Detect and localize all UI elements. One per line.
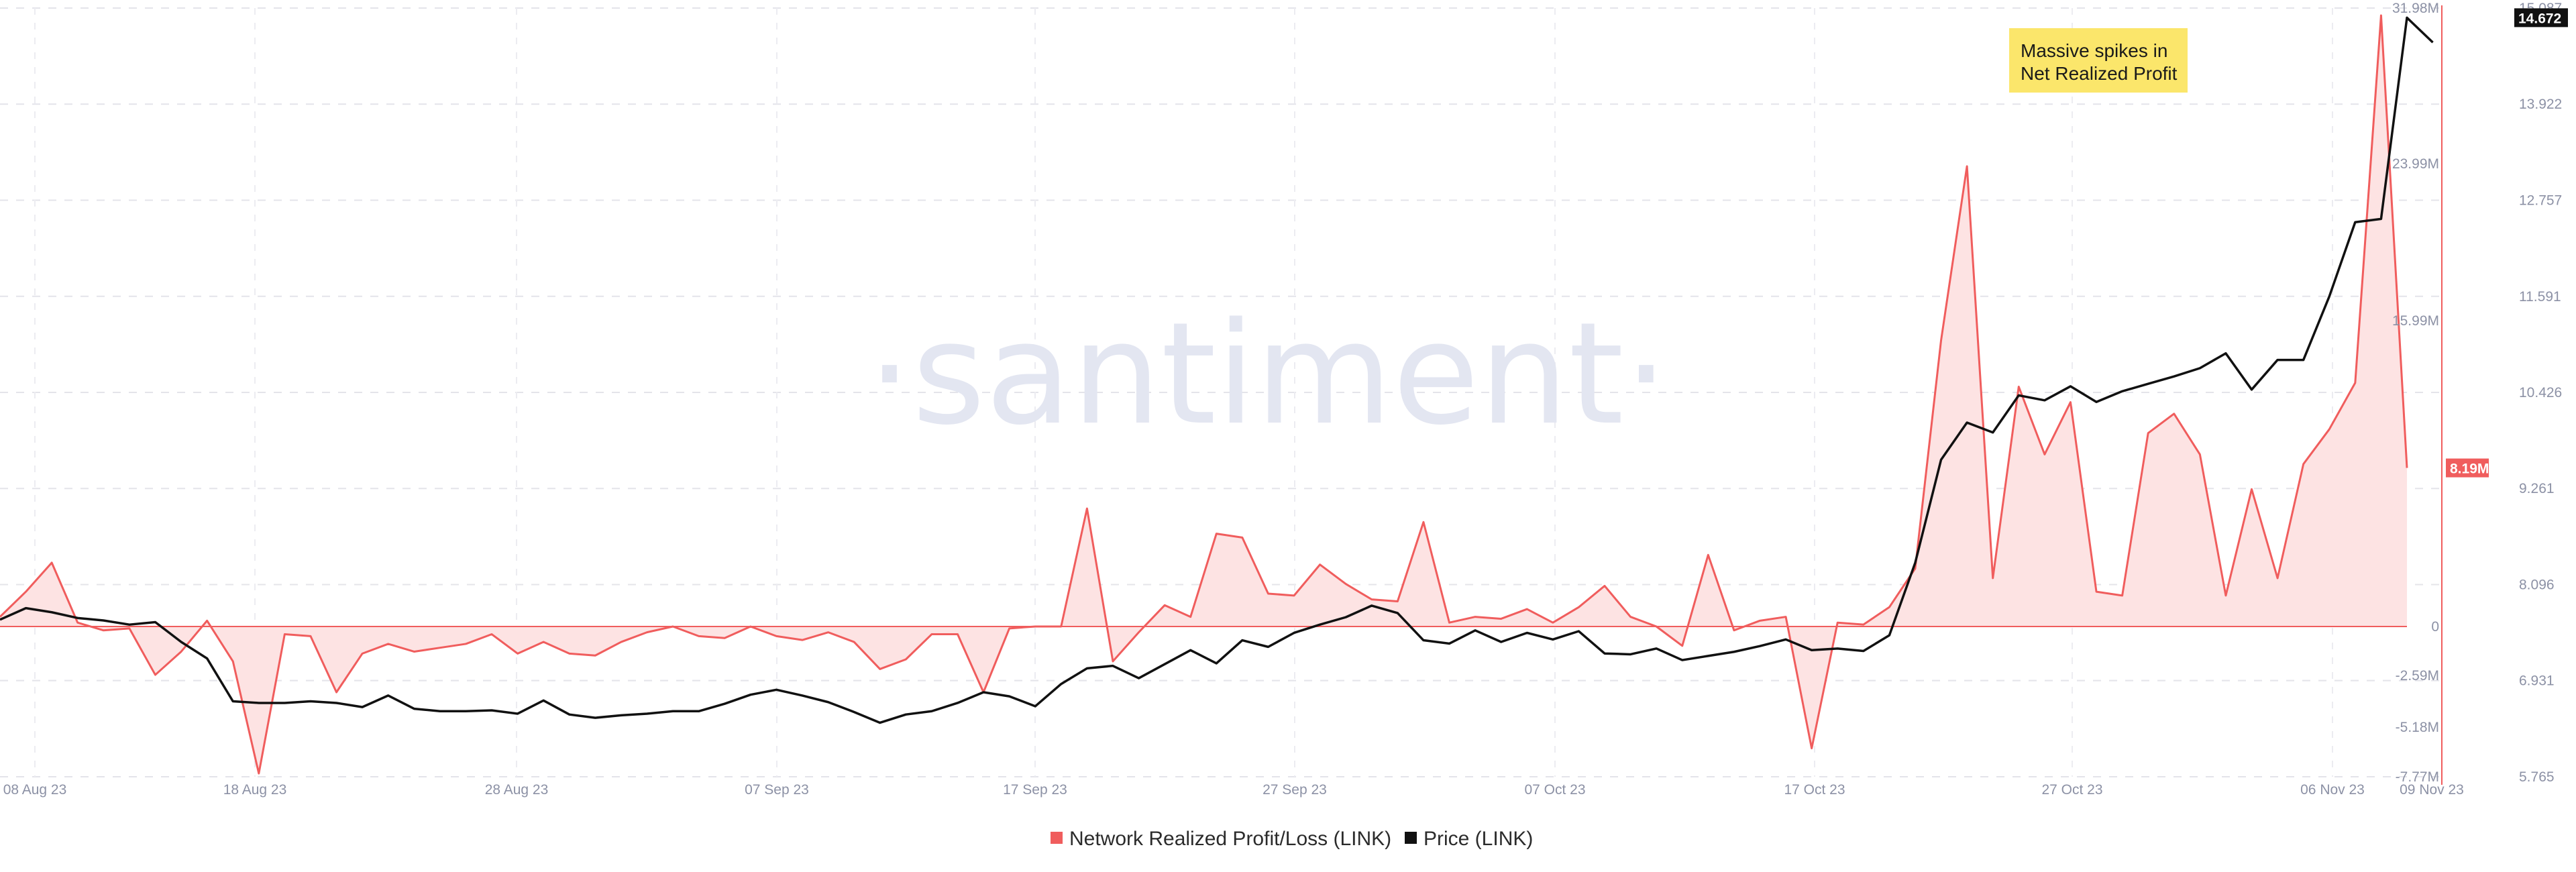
- profit-axis-tick: 15.99M: [2392, 313, 2439, 329]
- x-axis-tick: 27 Oct 23: [2041, 782, 2102, 798]
- x-axis-tick: 06 Nov 23: [2300, 782, 2365, 798]
- series-layer: [0, 14, 2434, 775]
- axes: -7.77M -5.18M -2.59M 0 15.99M 23.99M 31.98M 5.7…: [3, 1, 2568, 798]
- profit-current-badge: 8.19M: [2446, 458, 2489, 478]
- x-axis-tick: 17 Oct 23: [1784, 782, 1845, 798]
- x-axis-tick: 07 Oct 23: [1524, 782, 1585, 798]
- price-axis-tick: 8.096: [2519, 577, 2555, 592]
- price-current-badge: 14.672: [2514, 8, 2568, 28]
- legend-label-price: Price (LINK): [1424, 828, 1533, 850]
- annotation-line-1: Massive spikes in: [2021, 40, 2167, 61]
- santiment-watermark: ·santiment·: [867, 292, 1669, 456]
- svg-text:14.672: 14.672: [2518, 11, 2561, 26]
- x-axis-tick: 17 Sep 23: [1003, 782, 1067, 798]
- price-axis-tick: 6.931: [2519, 673, 2555, 689]
- svg-text:8.19M: 8.19M: [2450, 461, 2489, 477]
- profit-axis-tick: -2.59M: [2396, 668, 2439, 684]
- legend-label-profit: Network Realized Profit/Loss (LINK): [1069, 828, 1391, 850]
- price-axis-tick: 10.426: [2519, 385, 2562, 400]
- profit-line: [0, 14, 2408, 775]
- x-axis-tick: 09 Nov 23: [2400, 782, 2464, 798]
- x-axis-tick: 07 Sep 23: [745, 782, 809, 798]
- price-axis-tick: 11.591: [2519, 289, 2561, 305]
- profit-axis-tick: -7.77M: [2396, 769, 2439, 785]
- x-axis-tick: 08 Aug 23: [3, 782, 67, 798]
- profit-axis-tick: 23.99M: [2392, 156, 2439, 172]
- legend-swatch-profit: [1051, 832, 1063, 844]
- legend-swatch-price: [1405, 832, 1417, 844]
- price-axis-tick: 5.765: [2519, 769, 2555, 785]
- profit-axis-tick: 31.98M: [2392, 1, 2439, 16]
- legend: Network Realized Profit/Loss (LINK) Pric…: [1051, 828, 1533, 850]
- price-line: [0, 16, 2434, 724]
- profit-axis-tick: -5.18M: [2396, 720, 2439, 735]
- price-axis-tick: 9.261: [2519, 481, 2555, 496]
- profit-axis-tick: 0: [2431, 619, 2439, 635]
- x-axis-tick: 27 Sep 23: [1263, 782, 1327, 798]
- profit-area: [0, 15, 2407, 774]
- price-axis-tick: 13.922: [2519, 97, 2562, 112]
- annotation-line-2: Net Realized Profit: [2021, 63, 2178, 84]
- x-axis-tick: 18 Aug 23: [223, 782, 287, 798]
- annotation-box: Massive spikes in Net Realized Profit: [2009, 28, 2188, 93]
- price-axis-tick: 12.757: [2519, 193, 2562, 208]
- x-axis-tick: 28 Aug 23: [485, 782, 549, 798]
